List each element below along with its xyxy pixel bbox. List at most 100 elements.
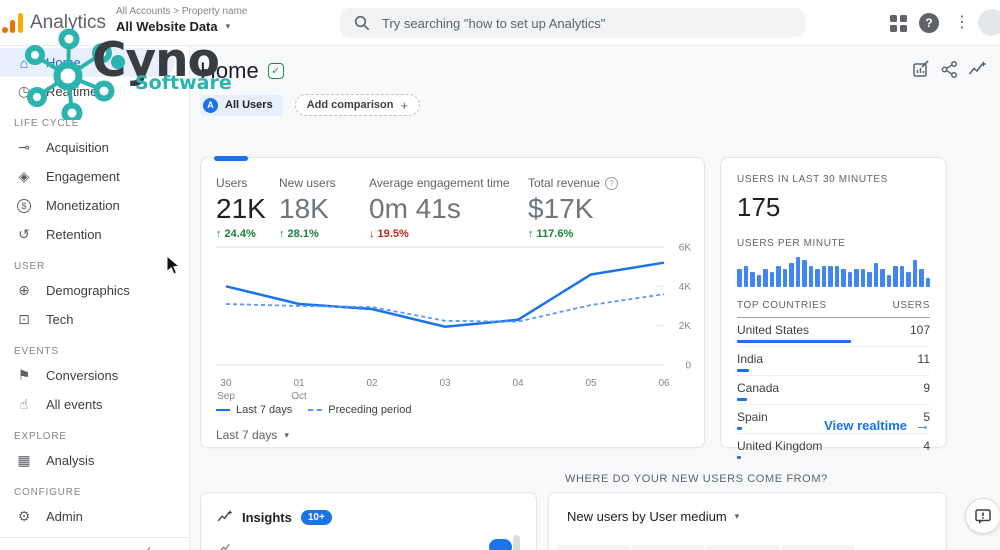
sidebar-section-label: EVENTS bbox=[14, 346, 59, 357]
legend-label: Preceding period bbox=[328, 404, 412, 416]
sidebar-item-acquisition[interactable]: ⊸ Acquisition bbox=[0, 133, 189, 162]
minute-bar bbox=[906, 272, 911, 287]
insights-scrollbar[interactable] bbox=[513, 535, 520, 550]
country-name: India bbox=[737, 352, 764, 366]
legend-item: Last 7 days bbox=[216, 404, 292, 416]
apps-grid-icon[interactable] bbox=[890, 15, 907, 32]
x-axis-tick: 30 Sep bbox=[217, 378, 235, 402]
sidebar-item-home[interactable]: ⌂ Home bbox=[0, 48, 175, 77]
sidebar-item-engagement[interactable]: ◈ Engagement bbox=[0, 162, 189, 191]
engagement-icon: ◈ bbox=[18, 168, 30, 184]
legend-swatch bbox=[308, 409, 323, 411]
sidebar-footer: ‹ bbox=[0, 537, 189, 550]
country-row-top: United States 107 bbox=[737, 323, 930, 337]
metrics-row: Users 21K ↑ 24.4% New users 18K ↑ 28.1% Averag… bbox=[201, 158, 704, 240]
x-axis-tick: 02 bbox=[366, 378, 378, 389]
x-axis-tick: 04 bbox=[512, 378, 524, 389]
sidebar-item-monetization[interactable]: $ Monetization bbox=[0, 191, 189, 220]
help-icon[interactable]: ? bbox=[605, 176, 619, 190]
arrow-right-icon: → bbox=[915, 417, 930, 434]
collapse-sidebar-icon[interactable]: ‹ bbox=[146, 540, 151, 550]
minute-bar bbox=[893, 266, 898, 287]
realtime-icon: ◷ bbox=[17, 83, 31, 99]
chart-legend: Last 7 days Preceding period bbox=[216, 404, 411, 416]
metric-value: $17K bbox=[528, 193, 594, 224]
top-countries-table: United States 107 India 11 Canada 9 Spain 5 Unit… bbox=[737, 318, 930, 462]
minute-bar bbox=[854, 269, 859, 287]
realtime-card: USERS IN LAST 30 MINUTES 175 USERS PER M… bbox=[720, 157, 947, 459]
y-axis-tick: 2K bbox=[679, 321, 691, 332]
minute-bar bbox=[789, 263, 794, 287]
breadcrumb: All Accounts > Property name bbox=[116, 6, 248, 17]
metric-label-text: New users bbox=[279, 176, 336, 190]
sidebar-section-label: USER bbox=[14, 261, 45, 272]
minute-bar bbox=[737, 269, 742, 287]
overview-report-card: Users 21K ↑ 24.4% New users 18K ↑ 28.1% Averag… bbox=[200, 156, 705, 448]
demographics-icon: ⊕ bbox=[18, 282, 30, 298]
account-property-selector[interactable]: All Accounts > Property name All Website… bbox=[116, 6, 247, 34]
share-icon[interactable] bbox=[940, 60, 959, 79]
sidebar-item-conversions[interactable]: ⚑ Conversions bbox=[0, 361, 189, 390]
comparison-avatar: A bbox=[203, 97, 218, 113]
date-range-selector[interactable]: Last 7 days ▾ bbox=[216, 428, 289, 442]
metric-delta: ↑ 24.4% bbox=[216, 228, 256, 240]
all-users-pill[interactable]: A All Users bbox=[200, 94, 283, 116]
users-trend-chart: 6K 4K 2K 0 30 Sep 01 Oct 02 03 04 05 06 bbox=[216, 241, 691, 404]
sidebar-item-label: Monetization bbox=[46, 198, 120, 213]
analytics-logo-icon[interactable] bbox=[2, 13, 24, 33]
series-dashed bbox=[225, 293, 665, 323]
sidebar-item-analysis[interactable]: ▦ Analysis bbox=[0, 446, 189, 475]
minute-bar bbox=[925, 278, 930, 287]
page-title: Home bbox=[200, 58, 259, 83]
metric-delta: ↑ 28.1% bbox=[279, 228, 319, 240]
help-icon[interactable]: ? bbox=[919, 13, 939, 33]
minute-bar bbox=[860, 269, 865, 287]
metric-label-text: Users bbox=[216, 176, 248, 190]
metric-value: 21K bbox=[216, 193, 266, 224]
metric-label: Total revenue? bbox=[528, 176, 619, 190]
feedback-button[interactable] bbox=[965, 498, 1000, 534]
sidebar-item-label: Conversions bbox=[46, 368, 119, 383]
admin-icon: ⚙ bbox=[17, 508, 31, 524]
y-axis-tick: 6K bbox=[679, 243, 691, 254]
realtime-title: USERS IN LAST 30 MINUTES bbox=[737, 174, 888, 185]
add-comparison-button[interactable]: Add comparison + bbox=[294, 94, 421, 116]
insights-spark-icon[interactable] bbox=[968, 60, 987, 79]
sidebar-item-demographics[interactable]: ⊕ Demographics bbox=[0, 276, 189, 305]
search-input[interactable]: Try searching "how to set up Analytics" bbox=[340, 8, 805, 38]
sidebar-item-all-events[interactable]: ☝ All events bbox=[0, 390, 189, 419]
chart-columns-partial bbox=[557, 545, 854, 550]
feedback-icon bbox=[975, 509, 991, 524]
new-users-dimension-selector[interactable]: New users by User medium ▾ bbox=[567, 509, 928, 524]
country-users: 11 bbox=[917, 352, 930, 366]
minute-bar bbox=[834, 266, 839, 287]
sidebar-item-retention[interactable]: ↺ Retention bbox=[0, 220, 189, 249]
metric-average-engagement-time: Average engagement time 0m 41s ↓ 19.5% bbox=[369, 176, 528, 240]
kebab-menu-icon[interactable]: ⋮ bbox=[954, 14, 970, 31]
country-users: 107 bbox=[909, 323, 930, 337]
minute-bar bbox=[763, 269, 768, 287]
sidebar-item-label: All events bbox=[46, 397, 103, 412]
view-realtime-link[interactable]: View realtime → bbox=[824, 417, 930, 434]
sidebar-item-realtime[interactable]: ◷ Realtime bbox=[0, 77, 189, 106]
top-app-bar: Analytics All Accounts > Property name A… bbox=[0, 0, 1000, 46]
sidebar-item-tech[interactable]: ⊡ Tech bbox=[0, 305, 189, 334]
plus-icon: + bbox=[400, 97, 409, 113]
country-name: Spain bbox=[737, 410, 768, 424]
minute-bar bbox=[802, 260, 807, 287]
minute-bar bbox=[776, 266, 781, 287]
minute-bar bbox=[756, 275, 761, 287]
sidebar: ⌂ Home ◷ Realtime LIFE CYCLE ⊸ Acquisition ◈ Eng… bbox=[0, 46, 190, 550]
avatar[interactable] bbox=[978, 9, 1000, 36]
comparison-label: All Users bbox=[225, 99, 273, 111]
minute-bar bbox=[828, 266, 833, 287]
conversions-icon: ⚑ bbox=[17, 367, 31, 383]
country-row: United States 107 bbox=[737, 318, 930, 347]
new-users-section-label: WHERE DO YOUR NEW USERS COME FROM? bbox=[565, 473, 828, 485]
sidebar-item-admin[interactable]: ⚙ Admin bbox=[0, 502, 189, 531]
metric-value: 0m 41s bbox=[369, 193, 461, 224]
minute-bar bbox=[841, 269, 846, 287]
tech-icon: ⊡ bbox=[18, 311, 30, 327]
metric-value: 18K bbox=[279, 193, 329, 224]
customize-report-icon[interactable] bbox=[912, 60, 931, 79]
